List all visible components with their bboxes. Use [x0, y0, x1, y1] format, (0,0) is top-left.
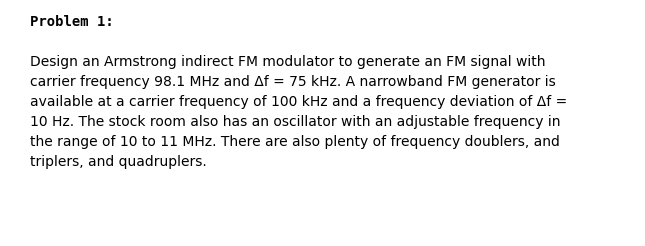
- Text: Design an Armstrong indirect FM modulator to generate an FM signal with
carrier : Design an Armstrong indirect FM modulato…: [30, 55, 567, 169]
- Text: Problem 1:: Problem 1:: [30, 15, 114, 29]
